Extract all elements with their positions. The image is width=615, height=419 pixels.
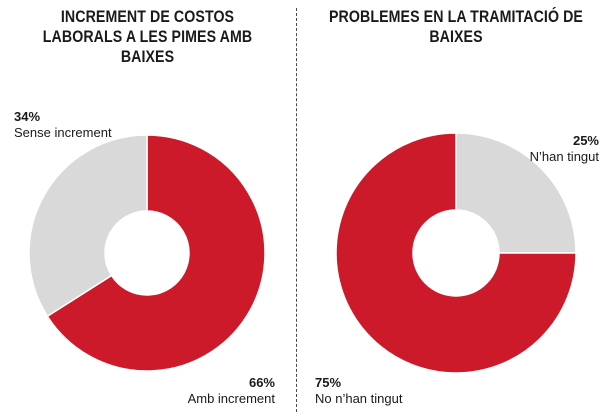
donut-chart-tramitacio	[335, 132, 577, 374]
slice-value-label: 75%	[315, 375, 342, 390]
slice-label-nhan-tingut: 25% N’han tingut	[530, 133, 599, 165]
donut-slice-n-han-tingut	[455, 132, 577, 254]
chart-title-costos: INCREMENT DE COSTOS LABORALS A LES PIMES…	[21, 7, 275, 67]
slice-label-no-nhan-tingut: 75% No n’han tingut	[315, 375, 402, 407]
donut-slice-no-n-han-tingut	[335, 132, 577, 374]
chart-panel-tramitacio: PROBLEMES EN LA TRAMITACIÓ DE BAIXES 25%…	[297, 0, 615, 419]
slice-label-sense-increment: 34% Sense increment	[14, 109, 112, 141]
slice-value-label: 66%	[248, 375, 275, 390]
slice-label-amb-increment: 66% Amb increment	[188, 375, 275, 407]
slice-category-label: Amb increment	[187, 391, 275, 406]
chart-title-text: INCREMENT DE COSTOS LABORALS A LES PIMES…	[42, 8, 253, 66]
donut-chart-costos	[28, 134, 266, 372]
donut-slice-sense-increment	[28, 134, 148, 318]
slice-value-label: 34%	[14, 109, 41, 124]
panel-divider	[296, 8, 297, 412]
donut-slice-amb-increment	[46, 134, 266, 372]
chart-title-tramitacio: PROBLEMES EN LA TRAMITACIÓ DE BAIXES	[319, 7, 592, 47]
chart-title-text: PROBLEMES EN LA TRAMITACIÓ DE BAIXES	[329, 8, 583, 46]
slice-value-label: 25%	[572, 133, 599, 148]
chart-panel-costos: INCREMENT DE COSTOS LABORALS A LES PIMES…	[0, 0, 295, 419]
slice-category-label: N’han tingut	[529, 149, 599, 164]
slice-category-label: No n’han tingut	[315, 391, 403, 406]
slice-category-label: Sense increment	[14, 125, 112, 140]
